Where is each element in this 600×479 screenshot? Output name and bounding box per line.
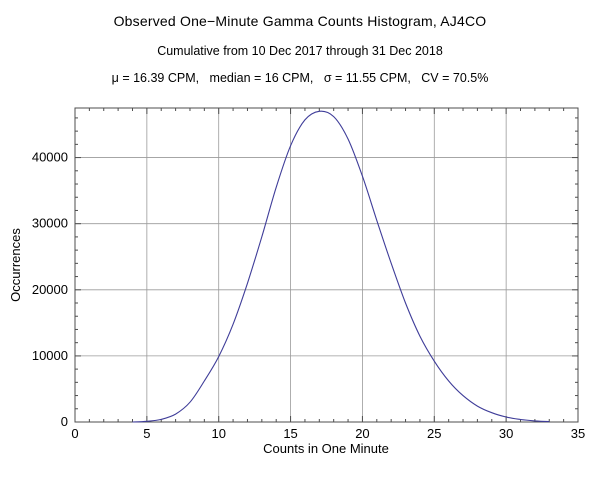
gridlines	[75, 108, 578, 422]
y-tick-label: 0	[61, 414, 68, 429]
y-tick-labels: 0 10000 20000 30000 40000	[32, 150, 68, 429]
x-tick-label: 5	[143, 426, 150, 441]
x-tick-labels: 0 5 10 15 20 25 30 35	[71, 426, 585, 441]
chart-subtitle: Cumulative from 10 Dec 2017 through 31 D…	[157, 44, 443, 58]
x-tick-label: 20	[355, 426, 369, 441]
x-axis-label: Counts in One Minute	[263, 441, 389, 456]
y-axis-label: Occurrences	[8, 228, 23, 302]
chart-stats-line: μ = 16.39 CPM, median = 16 CPM, σ = 11.5…	[111, 71, 489, 85]
x-tick-label: 35	[571, 426, 585, 441]
x-tick-label: 25	[427, 426, 441, 441]
y-tick-label: 40000	[32, 150, 68, 165]
x-tick-label: 30	[499, 426, 513, 441]
histogram-curve	[132, 110, 550, 423]
axis-ticks	[74, 108, 579, 423]
plot-frame	[74, 107, 579, 423]
x-tick-label: 10	[211, 426, 225, 441]
x-tick-label: 15	[283, 426, 297, 441]
y-tick-label: 30000	[32, 216, 68, 231]
y-tick-label: 20000	[32, 282, 68, 297]
chart-title: Observed One−Minute Gamma Counts Histogr…	[113, 13, 487, 29]
y-tick-label: 10000	[32, 348, 68, 363]
x-tick-label: 0	[71, 426, 78, 441]
